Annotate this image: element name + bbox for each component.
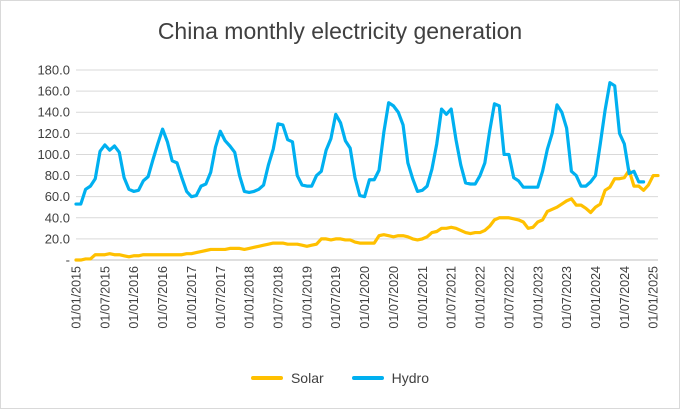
y-tick-label: 20.0 — [45, 231, 70, 246]
x-tick-label: 01/01/2016 — [127, 266, 141, 329]
x-tick-label: 01/07/2021 — [445, 266, 459, 329]
legend-swatch-solar — [250, 376, 283, 380]
x-tick-label: 01/07/2019 — [329, 266, 343, 329]
x-tick-label: 01/07/2016 — [156, 266, 170, 329]
y-tick-label: 160.0 — [37, 84, 70, 99]
y-tick-label: 140.0 — [37, 105, 70, 120]
legend-item-solar: Solar — [250, 370, 324, 386]
x-tick-label: 01/01/2019 — [300, 266, 314, 329]
y-tick-label: 180.0 — [37, 63, 70, 78]
x-tick-label: 01/01/2025 — [647, 266, 661, 329]
y-tick-label: 100.0 — [37, 147, 70, 162]
x-tick-label: 01/07/2022 — [502, 266, 516, 329]
x-tick-label: 01/01/2024 — [589, 266, 603, 329]
legend-swatch-hydro — [351, 376, 384, 380]
x-tick-label: 01/07/2023 — [560, 266, 574, 329]
y-tick-label: 60.0 — [45, 189, 70, 204]
x-tick-label: 01/01/2015 — [70, 266, 84, 329]
legend-label-solar: Solar — [290, 370, 324, 386]
y-tick-label: - — [66, 253, 70, 268]
series-lines — [74, 81, 660, 262]
legend: Solar Hydro — [0, 370, 680, 386]
chart-title: China monthly electricity generation — [157, 18, 523, 44]
x-tick-label: 01/01/2021 — [416, 266, 430, 329]
x-tick-label: 01/01/2018 — [243, 266, 257, 329]
gridlines — [76, 69, 658, 261]
legend-item-hydro: Hydro — [351, 370, 430, 386]
x-tick-label: 01/01/2017 — [185, 266, 199, 329]
x-tick-label: 01/01/2020 — [358, 266, 372, 329]
y-tick-label: 120.0 — [37, 126, 70, 141]
x-tick-label: 01/01/2023 — [531, 266, 545, 329]
x-tick-label: 01/07/2024 — [618, 266, 632, 329]
x-tick-label: 01/07/2020 — [387, 266, 401, 329]
x-tick-label: 01/01/2022 — [474, 266, 488, 329]
y-axis-ticks: - 20.0 40.0 60.0 80.0 100.0 120.0 140.0 160.0 180… — [37, 63, 70, 268]
x-tick-label: 01/07/2017 — [214, 266, 228, 329]
series-line-solar — [74, 168, 660, 262]
y-tick-label: 40.0 — [45, 210, 70, 225]
x-tick-label: 01/07/2018 — [272, 266, 286, 329]
series-line-hydro — [74, 81, 646, 206]
x-axis-ticks: 01/01/2015 01/07/2015 01/01/2016 01/07/2016… — [70, 266, 661, 329]
y-tick-label: 80.0 — [45, 168, 70, 183]
x-tick-label: 01/07/2015 — [98, 266, 112, 329]
legend-label-hydro: Hydro — [391, 370, 430, 386]
